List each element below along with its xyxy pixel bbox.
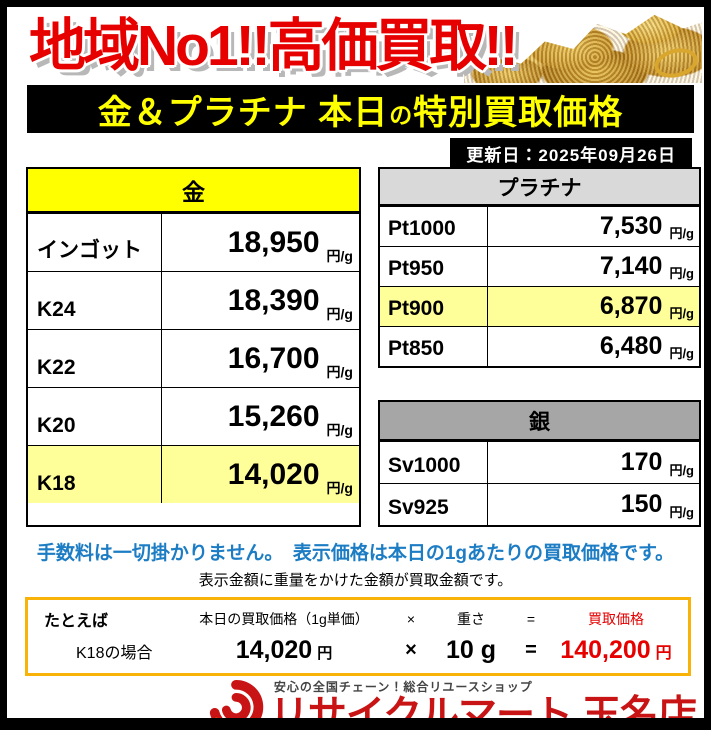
brand-name: リサイクルマート: [269, 694, 573, 730]
metal-label: K20: [28, 388, 162, 445]
multiply-sign: ×: [406, 611, 416, 627]
price-unit: 円/g: [669, 226, 694, 241]
price-cell: 14,020 円/g: [162, 446, 359, 503]
price-unit: 円/g: [326, 422, 353, 438]
right-column: プラチナ Pt1000 7,530 円/g Pt950 7,140 円/g Pt90…: [378, 167, 701, 527]
price-unit: 円/g: [669, 505, 694, 520]
price-value: 6,870: [599, 292, 663, 320]
price-value: 14,020: [227, 457, 320, 491]
table-row: Pt850 6,480 円/g: [380, 326, 699, 366]
metal-label: Pt850: [380, 327, 488, 366]
example-price-value: 14,020: [235, 636, 313, 664]
price-unit: 円/g: [326, 364, 353, 380]
equals-sign: =: [525, 639, 537, 661]
example-weight: 10 g: [445, 636, 497, 664]
subtitle-text-small: の: [389, 102, 413, 128]
brand-swirl-icon: [209, 679, 264, 718]
price-value: 16,700: [227, 341, 320, 375]
platinum-table-header: プラチナ: [380, 169, 699, 206]
price-cell: 6,480 円/g: [488, 327, 699, 366]
table-row: K22 16,700 円/g: [28, 329, 359, 387]
equals-sign: =: [526, 611, 536, 627]
price-cell: 7,140 円/g: [488, 247, 699, 286]
example-case-label: K18の場合: [76, 644, 153, 662]
gold-table-header: 金: [28, 169, 359, 213]
price-value: 18,390: [227, 283, 320, 317]
price-cell: 16,700 円/g: [162, 330, 359, 387]
footer: 安心の全国チェーン！総合リユースショップ リサイクルマート 玉名店: [7, 676, 704, 730]
table-row: Sv925 150 円/g: [380, 483, 699, 525]
price-unit: 円/g: [326, 480, 353, 496]
table-row: Pt950 7,140 円/g: [380, 246, 699, 286]
update-date-badge: 更新日：2025年09月26日: [450, 138, 692, 170]
price-value: 7,140: [599, 252, 663, 280]
example-weight-header: 重さ: [457, 611, 485, 627]
weight-notice: 表示金額に重量をかけた金額が買取金額です。: [198, 572, 513, 589]
example-intro: たとえば: [44, 613, 109, 630]
metal-label: インゴット: [28, 214, 162, 271]
table-row: K20 15,260 円/g: [28, 387, 359, 445]
price-cell: 7,530 円/g: [488, 207, 699, 246]
table-row: Sv1000 170 円/g: [380, 441, 699, 483]
price-value: 7,530: [599, 212, 663, 240]
spacer: [378, 368, 701, 400]
gold-table: 金 インゴット 18,950 円/g K24 18,390 円/g K22 16,7…: [26, 167, 361, 527]
price-cell: 18,390 円/g: [162, 272, 359, 329]
price-tables: 金 インゴット 18,950 円/g K24 18,390 円/g K22 16,7…: [7, 167, 704, 527]
top-banner: 地域No1!!高価買取!!: [7, 7, 704, 85]
price-unit: 円/g: [669, 346, 694, 361]
metal-label: K24: [28, 272, 162, 329]
silver-table: 銀 Sv1000 170 円/g Sv925 150 円/g: [378, 400, 701, 527]
metal-label: Sv1000: [380, 442, 488, 483]
fee-notice: 手数料は一切掛かりません。 表示価格は本日の1gあたりの買取価格です。: [36, 543, 675, 564]
price-value: 170: [620, 448, 663, 476]
brand-text-block: 安心の全国チェーン！総合リユースショップ リサイクルマート 玉名店: [269, 678, 697, 730]
metal-label: K22: [28, 330, 162, 387]
multiply-sign: ×: [405, 639, 417, 661]
metal-label: Sv925: [380, 484, 488, 525]
example-result-value: 140,200: [560, 636, 651, 664]
brand-name-line: リサイクルマート 玉名店: [269, 694, 697, 730]
price-value: 18,950: [227, 225, 320, 259]
platinum-table: プラチナ Pt1000 7,530 円/g Pt950 7,140 円/g Pt90…: [378, 167, 701, 368]
table-row: インゴット 18,950 円/g: [28, 213, 359, 271]
price-value: 6,480: [599, 332, 663, 360]
main-title: 地域No1!!高価買取!!: [29, 14, 519, 78]
table-row: K24 18,390 円/g: [28, 271, 359, 329]
brand-tagline: 安心の全国チェーン！総合リユースショップ: [273, 680, 533, 694]
price-unit: 円/g: [669, 266, 694, 281]
example-price-unit: 円: [317, 645, 333, 662]
price-value: 15,260: [227, 399, 320, 433]
price-cell: 15,260 円/g: [162, 388, 359, 445]
price-unit: 円/g: [669, 463, 694, 478]
store-name: 玉名店: [581, 694, 697, 730]
price-cell: 170 円/g: [488, 442, 699, 483]
example-price: 14,020 円: [178, 636, 390, 665]
metal-label: Pt900: [380, 287, 488, 326]
metal-label: Pt950: [380, 247, 488, 286]
price-cell: 18,950 円/g: [162, 214, 359, 271]
silver-table-header: 銀: [380, 402, 699, 441]
price-cell: 6,870 円/g: [488, 287, 699, 326]
metal-label: K18: [28, 446, 162, 503]
table-row-highlighted: Pt900 6,870 円/g: [380, 286, 699, 326]
subtitle-text: 金＆プラチナ 本日: [97, 93, 389, 132]
price-value: 150: [620, 490, 663, 518]
table-row: Pt1000 7,530 円/g: [380, 206, 699, 246]
table-row-highlighted: K18 14,020 円/g: [28, 445, 359, 503]
example-result: 140,200 円: [552, 636, 680, 665]
subtitle-text: 特別買取価格: [413, 93, 624, 132]
metal-label: Pt1000: [380, 207, 488, 246]
subtitle-bar: 金＆プラチナ 本日 の 特別買取価格: [27, 85, 694, 133]
price-unit: 円/g: [326, 248, 353, 264]
price-unit: 円/g: [326, 306, 353, 322]
example-price-header: 本日の買取価格（1g単価）: [199, 611, 369, 627]
price-cell: 150 円/g: [488, 484, 699, 525]
price-unit: 円/g: [669, 306, 694, 321]
example-result-header: 買取価格: [588, 611, 644, 627]
date-row: 更新日：2025年09月26日: [7, 133, 704, 170]
example-box: たとえば 本日の買取価格（1g単価） × 重さ = 買取価格 K18の場合 14…: [25, 597, 691, 676]
example-result-unit: 円: [655, 645, 672, 662]
